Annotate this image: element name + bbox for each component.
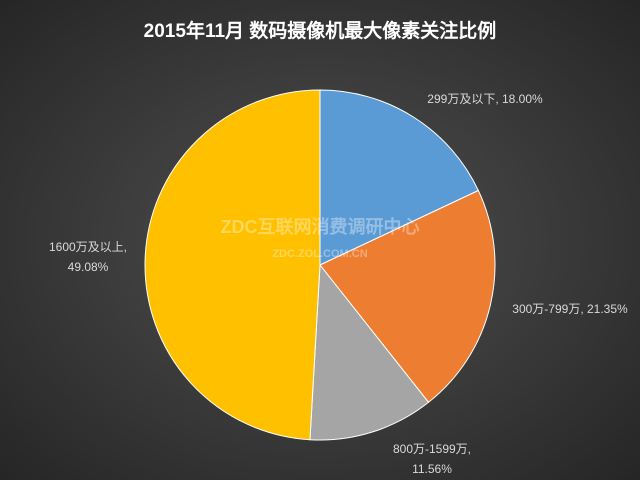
data-label: 800万-1599万, [393, 442, 471, 456]
pie-slice [319, 89, 480, 266]
chart-title: 2015年11月 数码摄像机最大像素关注比例 [144, 19, 497, 42]
data-label: 299万及以下, 18.00% [427, 92, 543, 106]
pie-slice [319, 189, 496, 403]
data-label: 11.56% [412, 462, 452, 476]
data-label: 300万-799万, 21.35% [512, 302, 628, 316]
data-label: 49.08% [68, 260, 109, 274]
watermark: ZDC互联网消费调研中心 [221, 216, 420, 237]
pie-slice [144, 89, 321, 441]
data-label: 1600万及以上, [49, 240, 127, 254]
watermark: ZDC.ZOL.COM.CN [272, 248, 367, 260]
pie-slice [309, 263, 430, 441]
